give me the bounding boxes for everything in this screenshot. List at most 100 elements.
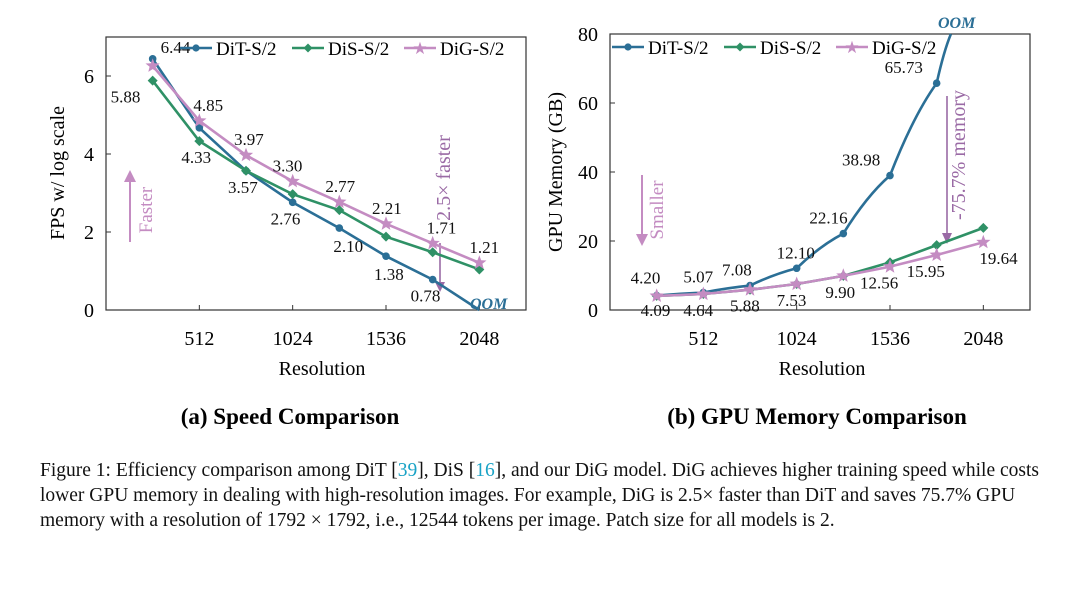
data-label-dig: 4.09 [641,301,671,320]
data-point-dig [649,288,664,302]
data-label-dig: 3.30 [273,156,303,175]
data-label-dit: 7.08 [722,261,752,280]
legend-dig-label: DiG-S/2 [872,38,936,59]
data-point-dis [427,247,438,258]
y-tick-label: 0 [84,300,94,322]
speed-chart: 0 2 4 6 512 1024 1536 2048 FPS w/ log scale Re… [47,36,527,380]
legend-dit-label: DiT-S/2 [648,38,709,59]
data-point-dit [288,198,297,207]
data-label-dit: 0.78 [411,287,441,306]
y-tick-label: 2 [84,222,94,244]
data-point-dis [931,240,942,251]
y-tick-label: 0 [588,300,598,322]
data-label-dit: 1.38 [374,265,404,284]
faster-label: Faster [136,186,157,233]
subcaption-b: (b) GPU Memory Comparison [667,404,967,429]
data-point-dig [238,147,254,162]
data-label-dig: 2.77 [325,177,355,196]
data-label-dit: 2.10 [333,237,363,256]
smaller-label: Smaller [647,180,668,240]
memory-gap-arrowhead [942,233,952,244]
data-label-dig: 4.85 [193,96,223,115]
data-point-dig [472,255,487,269]
speed-plot-frame [105,36,527,311]
data-point-dit [195,124,204,132]
caption-mid: ], DiS [ [417,460,476,481]
data-label-dit: 6.44 [161,38,191,57]
memory-chart: 0 20 40 60 80 512 1024 1536 2048 GPU Memory (GB… [545,15,1031,380]
data-label-dig: 1.71 [427,218,457,237]
citation-link[interactable]: 39 [397,460,418,481]
legend-dis-label: DiS-S/2 [760,38,821,59]
speed-oom-label: OOM [470,296,508,313]
data-label-dig: 7.53 [777,291,807,310]
speed-ylabel: FPS w/ log scale [47,106,69,240]
data-label-dig: 9.90 [825,283,855,302]
legend-dig-marker: ★ [844,38,859,57]
data-label-dig: 12.56 [860,274,898,293]
speed-legend: DiT-S/2 DiS-S/2 ★ DiG-S/2 [180,39,504,60]
data-label-dit: 12.10 [777,243,815,262]
y-tick-label: 60 [578,93,598,115]
memory-xlabel: Resolution [779,358,866,380]
x-tick-label: 1536 [870,328,910,350]
data-point-dig [378,216,394,230]
legend-dit-marker [192,44,200,52]
legend-dis-marker [303,43,313,53]
subcaption-a: (a) Speed Comparison [181,404,400,429]
citation-link[interactable]: 16 [475,460,495,481]
x-tick-label: 2048 [459,328,499,350]
series-line-dit [656,33,953,297]
data-point-dis [287,189,298,200]
y-tick-label: 20 [578,231,598,253]
data-label-dit: 4.20 [631,269,661,288]
data-label-dig: 15.95 [907,262,945,281]
x-tick-label: 1024 [273,328,313,350]
memory-ylabel: GPU Memory (GB) [545,92,567,252]
legend-dis-marker [735,42,745,52]
series-line-dit [151,58,481,312]
data-label-dis: 4.33 [181,148,211,167]
data-point-dit [886,171,894,180]
data-label-dig: 3.97 [234,130,264,149]
figure: 0 2 4 6 512 1024 1536 2048 FPS w/ log scale Re… [47,15,1031,429]
data-label-dig: 19.64 [979,249,1018,268]
data-point-dig [696,286,711,301]
data-point-dig [929,247,944,261]
data-point-dit [335,224,344,232]
x-tick-label: 2048 [963,328,1003,350]
smaller-arrowhead [636,234,648,246]
data-point-dig [836,268,851,282]
data-point-dit [839,229,848,238]
data-point-dig [332,194,347,208]
data-label-dit: 5.07 [683,268,713,287]
y-tick-label: 6 [84,66,94,88]
data-label-dis: 5.88 [111,88,141,107]
data-point-dit [932,79,941,88]
x-tick-label: 512 [688,328,718,350]
memory-gap-label: -75.7% memory [948,90,970,220]
legend-dis-label: DiS-S/2 [328,39,389,60]
data-point-dit [428,275,437,284]
figure-caption: Figure 1: Efficiency comparison among Di… [40,458,1050,533]
y-tick-label: 4 [84,144,94,166]
x-tick-label: 1024 [777,328,817,350]
data-label-dit: 65.73 [885,58,923,77]
data-point-dis [241,165,251,176]
caption-rest: ], and our DiG model. DiG achieves highe… [40,460,1039,531]
legend-dit-marker [624,43,632,51]
y-tick-label: 40 [578,162,598,184]
data-point-dig [285,173,300,188]
faster-arrowhead [124,170,136,182]
legend-dit-label: DiT-S/2 [216,39,277,60]
data-point-dis [381,231,391,242]
data-point-dig [145,58,160,72]
data-point-dit [792,264,801,273]
x-tick-label: 512 [184,328,214,350]
speed-gap-label: 2.5× faster [433,135,455,221]
data-label-dig: 4.64 [683,301,713,320]
data-label-dig: 5.88 [730,297,760,316]
data-point-dis [978,222,989,233]
series-line-dis [151,79,480,271]
data-point-dig [882,259,898,273]
